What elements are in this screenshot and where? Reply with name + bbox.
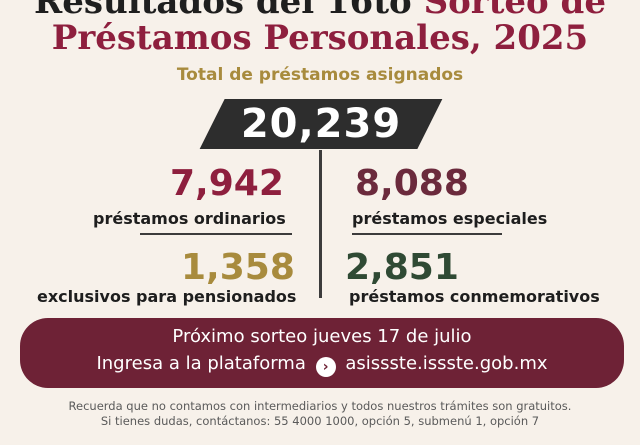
footer-contact: Si tienes dudas, contáctanos: 55 4000 10… [100, 414, 540, 428]
ordinarios-value: 7,942 [170, 163, 284, 204]
title-line-1-accent: Sorteo de [423, 0, 606, 22]
chevron-right-icon: › [315, 357, 336, 377]
total-banner: 20,239 [196, 96, 446, 152]
title-line-2-accent: Préstamos Personales [51, 18, 470, 58]
conmemorativos-value: 2,851 [345, 247, 459, 288]
next-draw-banner: Próximo sorteo jueves 17 de julio Ingres… [20, 318, 624, 388]
total-number: 20,239 [240, 101, 402, 147]
pensionados-value: 1,358 [181, 247, 295, 288]
title-line-1: Resultados del 16to Sorteo de [0, 0, 640, 22]
title-line-1-dark: Resultados del 16to [34, 0, 412, 22]
ordinarios-label: préstamos ordinarios [93, 209, 286, 228]
platform-line: Ingresa a la plataforma › asissste.issst… [20, 353, 624, 377]
conmemorativos-label: préstamos conmemorativos [349, 287, 600, 306]
platform-link[interactable]: asissste.issste.gob.mx [345, 353, 548, 374]
footer-disclaimer: Recuerda que no contamos con intermediar… [68, 399, 572, 413]
divider-right [352, 233, 502, 235]
title-line-2: Préstamos Personales, 2025 [0, 18, 640, 58]
subtitle: Total de préstamos asignados [176, 65, 464, 85]
pensionados-label: exclusivos para pensionados [37, 287, 297, 306]
especiales-value: 8,088 [355, 163, 469, 204]
title-line-2-year: , 2025 [469, 18, 589, 58]
divider-left [140, 233, 292, 235]
next-draw-text: Próximo sorteo jueves 17 de julio [172, 326, 472, 347]
platform-prefix: Ingresa a la plataforma [96, 353, 306, 374]
divider-vertical [319, 150, 322, 298]
banner-shape [196, 97, 446, 151]
especiales-label: préstamos especiales [352, 209, 548, 228]
